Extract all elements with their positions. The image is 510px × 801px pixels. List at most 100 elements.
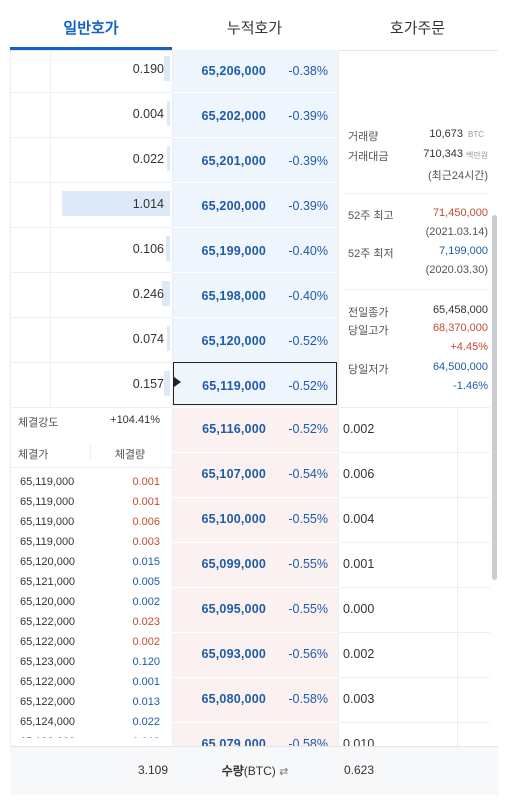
trade-qty: 0.023 xyxy=(132,616,160,628)
bid-price[interactable]: 65,100,000 xyxy=(201,512,266,526)
left-border xyxy=(10,50,11,796)
bid-price[interactable]: 65,095,000 xyxy=(201,602,266,616)
ask-price-divider xyxy=(172,227,338,228)
tab-general-orderbook[interactable]: 일반호가 xyxy=(63,20,119,37)
ask-price[interactable]: 65,206,000 xyxy=(201,64,266,78)
bid-qty: 0.001 xyxy=(343,557,375,571)
trade-header-line xyxy=(10,467,172,468)
ask-price[interactable]: 65,201,000 xyxy=(201,154,266,168)
bid-row-divider xyxy=(172,722,490,723)
qty-unit-toggle[interactable]: 수량(BTC) ⇄ xyxy=(172,747,338,795)
prevclose-label: 전일종가 xyxy=(348,307,389,319)
ask-depth-bar xyxy=(162,281,170,306)
bid-rate: -0.55% xyxy=(288,512,328,526)
ask-depth-bar xyxy=(167,101,170,126)
trade-header-divider xyxy=(90,445,91,459)
ask-qty: 0.022 xyxy=(132,152,164,166)
ask-row-divider xyxy=(10,272,172,273)
info-divider-2 xyxy=(344,289,488,290)
bid-price[interactable]: 65,107,000 xyxy=(201,467,266,481)
bid-row-divider xyxy=(172,452,490,453)
ask-row-divider xyxy=(10,407,172,408)
bid-qty-divider xyxy=(338,452,490,453)
bid-rate: -0.55% xyxy=(288,557,328,571)
ask-row-divider xyxy=(10,92,172,93)
prevclose-value: 65,458,000 xyxy=(432,304,488,316)
dayhigh-pct: +4.45% xyxy=(450,341,488,353)
bid-price[interactable]: 65,116,000 xyxy=(202,422,266,436)
strength-label: 체결강도 xyxy=(18,417,59,429)
ask-price[interactable]: 65,120,000 xyxy=(201,334,266,348)
trade-price: 65,119,000 xyxy=(20,496,75,508)
ask-row-divider xyxy=(10,362,172,363)
ask-depth-bar xyxy=(167,326,170,351)
bid-price[interactable]: 65,099,000 xyxy=(201,557,266,571)
amount-unit: 백만원 xyxy=(466,151,489,160)
bid-divider xyxy=(457,408,458,746)
trade-qty: 0.001 xyxy=(132,476,160,488)
trade-price: 65,120,000 xyxy=(20,556,76,568)
tab-order-by-book[interactable]: 호가주문 xyxy=(389,20,446,37)
tab-cumulative-orderbook[interactable]: 누적호가 xyxy=(226,20,283,37)
ask-price[interactable]: 65,119,000 xyxy=(202,379,266,393)
ask-row-divider xyxy=(10,137,172,138)
info-divider-1 xyxy=(344,193,488,194)
bid-total-qty: 0.623 xyxy=(344,763,375,777)
bid-price[interactable]: 65,093,000 xyxy=(201,647,266,661)
ask-price[interactable]: 65,198,000 xyxy=(201,289,266,303)
bid-qty: 0.002 xyxy=(343,647,375,661)
ask-rate: -0.39% xyxy=(288,199,328,213)
trade-price: 65,124,000 xyxy=(20,716,76,728)
current-price-highlight xyxy=(173,362,337,405)
ask-rate: -0.39% xyxy=(288,109,328,123)
ask-row-divider xyxy=(10,317,172,318)
ask-qty: 0.004 xyxy=(132,107,164,121)
bid-rate: -0.56% xyxy=(288,647,328,661)
bid-row-divider xyxy=(172,497,490,498)
price-col-left xyxy=(172,50,173,746)
bid-price[interactable]: 65,080,000 xyxy=(201,692,266,706)
bid-qty: 0.004 xyxy=(343,512,375,526)
bid-rate: -0.54% xyxy=(288,467,328,481)
trade-qty: 0.005 xyxy=(132,576,160,588)
bid-row-divider xyxy=(172,677,490,678)
orderbook-tabs: 일반호가 누적호가 호가주문 xyxy=(10,0,498,51)
volume-unit: BTC xyxy=(468,130,484,139)
ask-rate: -0.40% xyxy=(288,244,328,258)
ask-depth-bar xyxy=(167,146,170,171)
ask-qty: 0.190 xyxy=(132,62,164,76)
high52-value: 71,450,000 xyxy=(432,207,488,219)
trade-price: 65,119,000 xyxy=(20,476,75,488)
bid-qty: 0.002 xyxy=(343,422,375,436)
ask-rate: -0.40% xyxy=(288,289,328,303)
trade-qty: 0.001 xyxy=(132,676,160,688)
trade-qty: 0.001 xyxy=(132,496,160,508)
scrollbar-thumb[interactable] xyxy=(492,215,497,580)
trade-qty: 0.006 xyxy=(132,516,160,528)
ask-total-qty: 3.109 xyxy=(137,763,168,777)
ask-price[interactable]: 65,202,000 xyxy=(201,109,266,123)
ask-price-divider xyxy=(172,272,338,273)
ask-rate: -0.38% xyxy=(288,64,328,78)
ask-price[interactable]: 65,200,000 xyxy=(201,199,266,213)
trade-price: 65,123,000 xyxy=(20,656,76,668)
col-trade-qty: 체결량 xyxy=(114,449,146,461)
bid-price-column xyxy=(172,408,338,746)
ask-rate: -0.39% xyxy=(288,154,328,168)
ask-qty: 1.014 xyxy=(132,197,164,211)
ask-price-divider xyxy=(172,137,338,138)
trade-price: 65,121,000 xyxy=(20,576,76,588)
ask-price[interactable]: 65,199,000 xyxy=(201,244,266,258)
low52-label: 52주 최저 xyxy=(348,248,394,260)
bid-row-divider xyxy=(172,587,490,588)
daylow-value: 64,500,000 xyxy=(432,361,488,373)
volume-value: 10,673 xyxy=(429,128,463,140)
swap-icon[interactable]: ⇄ xyxy=(279,766,289,778)
low52-value: 7,199,000 xyxy=(439,245,488,257)
trade-qty: 0.022 xyxy=(132,716,160,728)
amount-value: 710,343 xyxy=(423,148,463,160)
bid-qty-divider xyxy=(338,587,490,588)
bid-row-divider xyxy=(172,542,490,543)
high52-date: (2021.03.14) xyxy=(425,226,488,238)
trade-qty: 0.013 xyxy=(132,696,160,708)
